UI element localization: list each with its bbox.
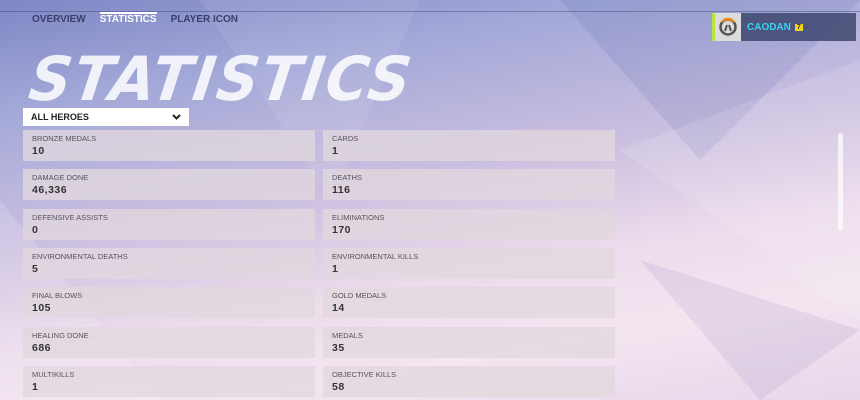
stat-label: BRONZE MEDALS [32, 134, 97, 143]
stat-value: 58 [332, 380, 345, 393]
stat-card: ELIMINATIONS 170 [323, 208, 615, 240]
stat-value: 686 [32, 341, 52, 354]
stat-label: DAMAGE DONE [32, 173, 89, 183]
stat-value: 1 [32, 380, 39, 393]
stat-label: DEATHS [332, 173, 362, 183]
stat-label: FINAL BLOWS [32, 291, 83, 301]
stat-card: MULTIKILLS 1 [23, 365, 315, 397]
stat-value: 0 [32, 223, 39, 236]
stat-label: HEALING DONE [32, 330, 89, 340]
player-accent-bar [712, 13, 715, 41]
player-badge[interactable]: CAODAN 7 [712, 13, 856, 41]
stat-card: OBJECTIVE KILLS 58 [323, 365, 615, 397]
stat-value: 10 [32, 145, 45, 157]
tab-statistics[interactable]: STATISTICS [99, 12, 157, 25]
tab-player-icon[interactable]: PLAYER ICON [170, 14, 238, 25]
stat-value: 105 [32, 302, 52, 315]
stat-card: ENVIRONMENTAL KILLS 1 [323, 247, 615, 279]
stat-value: 116 [332, 184, 351, 197]
top-divider [0, 11, 860, 12]
stat-card: DEFENSIVE ASSISTS 0 [23, 208, 315, 240]
player-level: 7 [794, 23, 803, 31]
stat-value: 46,336 [32, 184, 68, 197]
stat-card: ENVIRONMENTAL DEATHS 5 [23, 247, 315, 279]
stat-card: CARDS 1 [323, 130, 615, 161]
hero-filter-dropdown[interactable]: ALL HEROES [23, 108, 189, 126]
stat-label: ELIMINATIONS [332, 212, 385, 222]
stat-label: ENVIRONMENTAL DEATHS [32, 251, 128, 261]
stat-value: 5 [32, 262, 39, 275]
stat-card: DAMAGE DONE 46,336 [23, 169, 315, 201]
stat-label: GOLD MEDALS [332, 291, 387, 301]
stat-card: BRONZE MEDALS 10 [23, 130, 315, 161]
stat-value: 1 [332, 145, 339, 157]
stat-card: DEATHS 116 [323, 169, 615, 201]
player-avatar-icon [715, 13, 741, 41]
stat-value: 1 [332, 262, 339, 275]
stat-label: MULTIKILLS [32, 369, 75, 379]
stat-value: 35 [332, 341, 345, 354]
player-name: CAODAN [747, 21, 791, 33]
stat-label: OBJECTIVE KILLS [332, 369, 397, 379]
stat-label: DEFENSIVE ASSISTS [32, 212, 108, 222]
nav-tabs: OVERVIEW STATISTICS PLAYER ICON [32, 12, 238, 27]
chevron-down-icon [172, 112, 181, 122]
page-title: STATISTICS [24, 43, 418, 115]
stat-card: GOLD MEDALS 14 [323, 287, 615, 319]
stat-card: MEDALS 35 [323, 326, 615, 358]
stat-label: ENVIRONMENTAL KILLS [332, 251, 419, 261]
hero-filter-value: ALL HEROES [31, 112, 89, 122]
stat-card: FINAL BLOWS 105 [23, 287, 315, 319]
stat-label: MEDALS [332, 330, 363, 340]
stat-label: CARDS [332, 134, 359, 143]
stat-value: 14 [332, 302, 345, 315]
stat-value: 170 [332, 223, 352, 236]
scrollbar[interactable] [838, 133, 843, 230]
stat-card: HEALING DONE 686 [23, 326, 315, 358]
tab-overview[interactable]: OVERVIEW [32, 14, 86, 25]
